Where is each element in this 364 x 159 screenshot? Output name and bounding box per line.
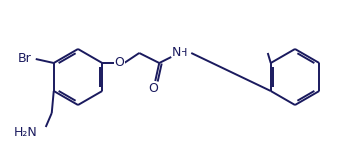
Text: Br: Br [18, 52, 32, 66]
Text: O: O [148, 83, 158, 96]
Text: H: H [179, 48, 187, 58]
Text: N: N [172, 46, 182, 59]
Text: O: O [114, 56, 124, 69]
Text: H₂N: H₂N [14, 127, 38, 139]
